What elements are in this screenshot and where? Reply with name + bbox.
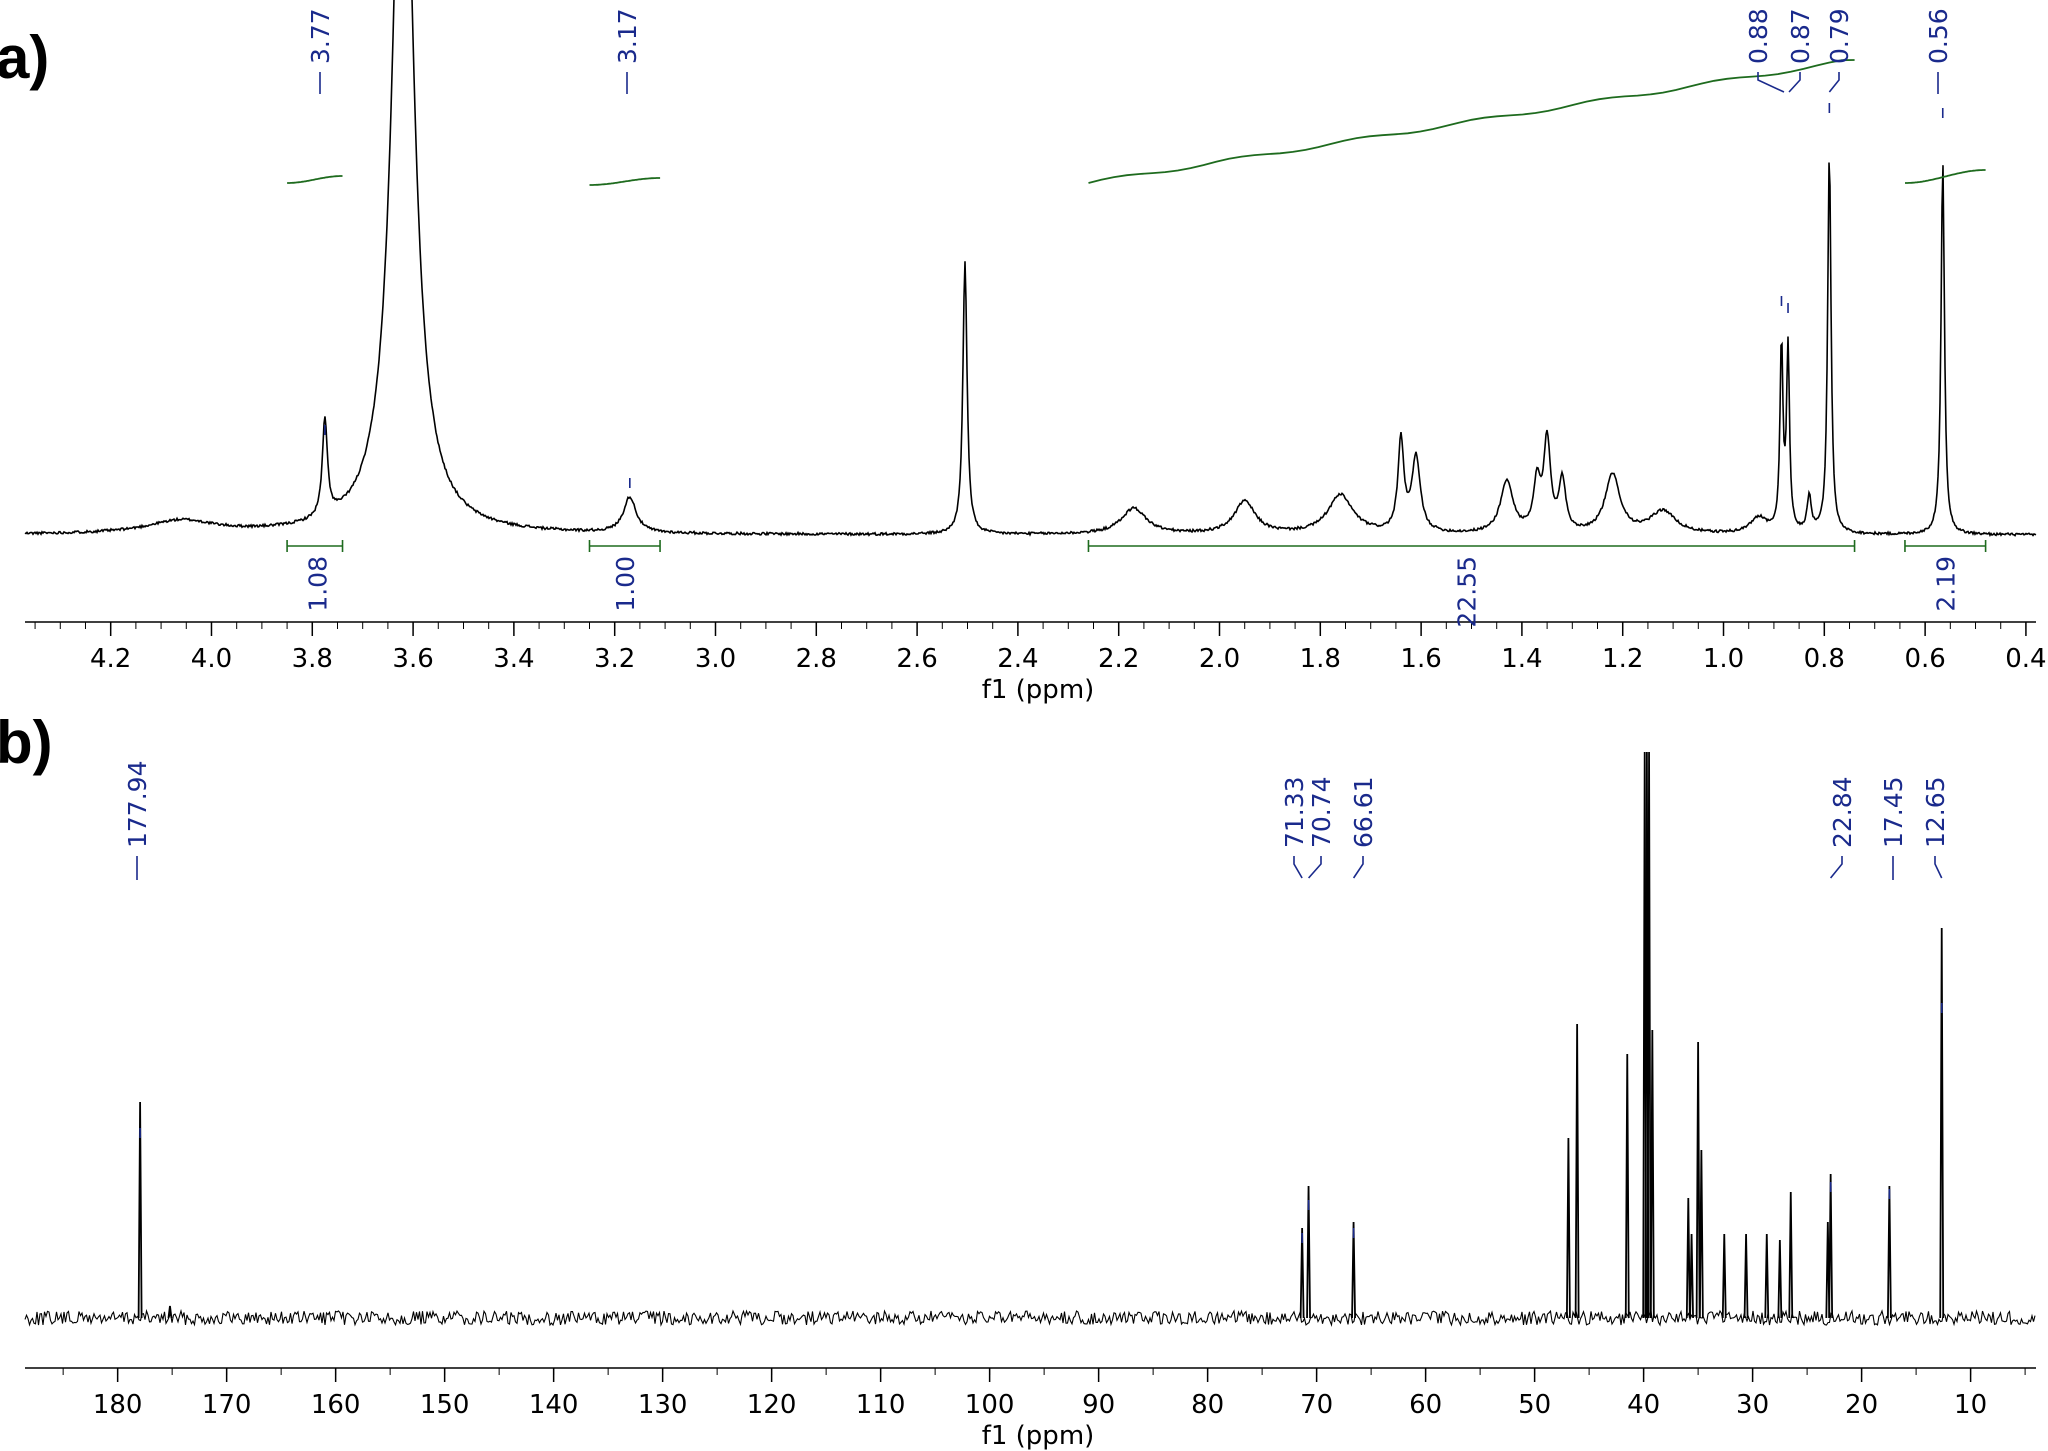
tick-label-b: 180 (93, 1390, 143, 1420)
tick-label-a: 0.4 (2005, 644, 2046, 674)
tick-label-a: 4.0 (191, 644, 232, 674)
tick-label-b: 100 (965, 1390, 1015, 1420)
peak-label-leader (1308, 856, 1322, 879)
tick-label-a: 1.6 (1400, 644, 1441, 674)
carbon-peak (1887, 1185, 1892, 1319)
integral-value: 1.08 (303, 556, 332, 612)
x-axis-title-b: f1 (ppm) (982, 1421, 1095, 1451)
tick-label-a: 3.6 (392, 644, 433, 674)
tick-label-a: 1.2 (1602, 644, 1643, 674)
peak-label-leader (1757, 72, 1785, 93)
integral-value: 1.00 (611, 556, 640, 612)
proton-spectrum-trace (24, 0, 2037, 537)
peak-label: 3.17 (613, 8, 642, 64)
peak-label: 66.61 (1349, 776, 1378, 848)
carbon-peak (1685, 1197, 1691, 1319)
peak-label-leader (1829, 856, 1843, 879)
tick-label-b: 140 (529, 1390, 579, 1420)
peak-label-leader (1293, 856, 1303, 879)
carbon-peak (1351, 1221, 1356, 1319)
carbon-nmr-spectrum: 180 170 160 150 140 130 120 110 100 90 80 70 60 50 40 3… (24, 751, 2036, 1420)
proton-nmr-spectrum: 4.2 4.0 3.8 3.6 3.4 3.2 3.0 2.8 2.6 2.4 2.2 2.0 1.8 1… (24, 0, 2047, 674)
peak-label: 0.87 (1786, 8, 1815, 64)
peak-label: 71.33 (1280, 776, 1309, 848)
carbon-peak (1743, 1233, 1749, 1319)
peak-label: 12.65 (1921, 776, 1950, 848)
peak-label-leader (1934, 856, 1943, 879)
carbon-peak (1649, 1029, 1655, 1319)
tick-label-a: 1.0 (1703, 644, 1744, 674)
tick-label-b: 90 (1082, 1390, 1115, 1420)
tick-label-a: 2.2 (1098, 644, 1139, 674)
tick-label-b: 30 (1736, 1390, 1769, 1420)
carbon-peak (1306, 1185, 1311, 1319)
carbon-peak (137, 1101, 143, 1319)
tick-label-b: 70 (1300, 1390, 1333, 1420)
tick-label-a: 3.0 (695, 644, 736, 674)
integral-curve (287, 175, 343, 184)
tick-label-b: 120 (747, 1390, 797, 1420)
peak-label-leader (1352, 856, 1364, 879)
tick-label-a: 2.6 (896, 644, 937, 674)
carbon-peak (1764, 1233, 1770, 1319)
carbon-peak (1698, 1149, 1704, 1319)
tick-label-a: 4.2 (90, 644, 131, 674)
tick-label-b: 170 (202, 1390, 252, 1420)
tick-label-a: 3.4 (493, 644, 534, 674)
carbon-baseline-noise (24, 1308, 2036, 1328)
peak-label: 17.45 (1879, 776, 1908, 848)
carbon-peak (167, 1305, 173, 1319)
tick-label-b: 110 (856, 1390, 906, 1420)
panel-label-b: b) (0, 709, 53, 776)
tick-label-a: 2.8 (796, 644, 837, 674)
carbon-peak (1695, 1041, 1701, 1319)
carbon-peak (1939, 927, 1945, 1319)
panel-label-a: a) (0, 24, 49, 91)
integral-curve (589, 177, 661, 186)
integral-value: 22.55 (1452, 556, 1481, 628)
peak-label: 0.79 (1825, 8, 1854, 64)
peak-label-leader (1828, 72, 1840, 93)
tick-label-a: 1.8 (1300, 644, 1341, 674)
tick-label-b: 130 (638, 1390, 688, 1420)
tick-label-a: 1.4 (1501, 644, 1542, 674)
tick-label-b: 20 (1845, 1390, 1878, 1420)
tick-label-a: 3.8 (292, 644, 333, 674)
x-axis-title-a: f1 (ppm) (982, 675, 1095, 705)
integral-value: 2.19 (1931, 556, 1960, 612)
peak-label-leader (1788, 72, 1801, 93)
integral-curve (1905, 169, 1986, 184)
carbon-peak (1777, 1239, 1783, 1319)
peak-label: 0.56 (1924, 8, 1953, 64)
carbon-peak (1689, 1233, 1694, 1319)
carbon-peak (1788, 1191, 1794, 1319)
tick-label-a: 0.6 (1904, 644, 1945, 674)
integral-curve (1088, 59, 1855, 184)
tick-label-b: 50 (1518, 1390, 1551, 1420)
carbon-peak (1721, 1233, 1727, 1319)
tick-label-b: 60 (1409, 1390, 1442, 1420)
carbon-peak (1646, 751, 1652, 1319)
tick-label-a: 2.4 (997, 644, 1038, 674)
tick-label-a: 2.0 (1199, 644, 1240, 674)
tick-label-a: 0.8 (1804, 644, 1845, 674)
carbon-peak (1299, 1227, 1305, 1319)
tick-label-a: 3.2 (594, 644, 635, 674)
tick-label-b: 10 (1954, 1390, 1987, 1420)
carbon-peak (1624, 1053, 1630, 1319)
peak-label: 22.84 (1828, 776, 1857, 848)
peak-label: 0.88 (1744, 8, 1773, 64)
peak-label: 3.77 (306, 8, 335, 64)
tick-label-b: 160 (311, 1390, 361, 1420)
tick-label-b: 150 (420, 1390, 470, 1420)
carbon-peak (1828, 1173, 1834, 1319)
tick-label-b: 40 (1627, 1390, 1660, 1420)
carbon-peak (1574, 1023, 1580, 1319)
peak-label: 70.74 (1307, 776, 1336, 848)
tick-label-b: 80 (1191, 1390, 1224, 1420)
carbon-peak (1566, 1137, 1571, 1319)
peak-label: 177.94 (123, 761, 152, 848)
